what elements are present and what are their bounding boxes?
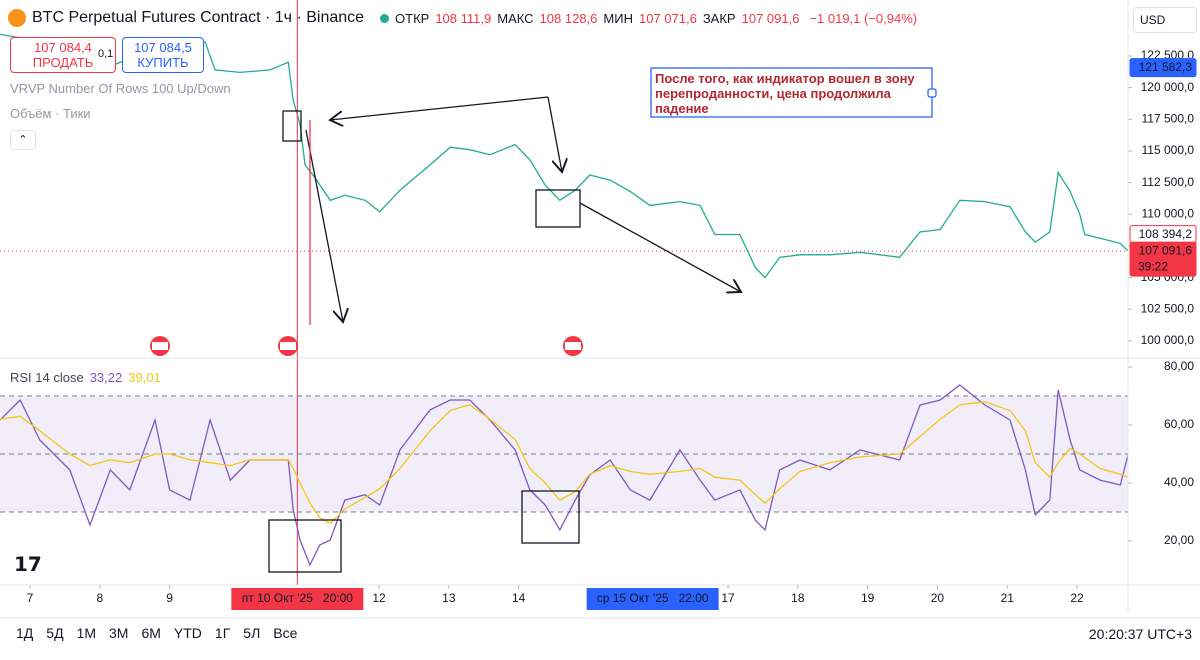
range-button[interactable]: 1Д: [16, 625, 34, 641]
range-button[interactable]: 3М: [109, 625, 129, 641]
price-marker-label: 108 394,2: [1139, 227, 1193, 241]
arrow: [330, 96, 549, 120]
y-tick-label: 120 000,0: [1141, 80, 1195, 94]
y-tick-label: 110 000,0: [1142, 206, 1195, 220]
y-tick-label: 100 000,0: [1141, 333, 1195, 347]
rsi-title: RSI 14 close: [10, 370, 84, 385]
ohlc-value: 107 091,6: [741, 10, 800, 26]
change: −1 019,1 (−0,94%): [809, 10, 918, 26]
flag: [565, 342, 581, 350]
y-tick-label: 20,00: [1164, 533, 1194, 547]
y-tick-label: 60,00: [1164, 417, 1194, 431]
currency-button[interactable]: USD: [1133, 7, 1197, 33]
event-flags: [150, 336, 583, 356]
x-tick-label: 19: [861, 591, 875, 605]
x-tick-label: 9: [166, 591, 173, 605]
range-toolbar: 1Д 5Д 1М 3М 6М YTD 1Г 5Л Все: [16, 625, 310, 643]
indicator-label: VRVP Number Of Rows 100 Up/Down: [10, 81, 231, 96]
status-dot: [380, 13, 390, 23]
x-tick-label: 8: [96, 591, 103, 605]
price-marker-label: 107 091,6: [1139, 243, 1193, 257]
ohlc-label: ОТКР: [395, 10, 430, 26]
symbol: BTC Perpetual Futures Contract · 1ч · Bi…: [32, 9, 365, 26]
x-tick-label: 13: [442, 591, 456, 605]
x-tick-label: 7: [27, 591, 34, 605]
price-marker: [1129, 58, 1197, 78]
buy-price: 107 084,5: [134, 40, 192, 55]
buy-button[interactable]: 107 084,5 КУПИТЬ: [122, 37, 204, 73]
legend-value: 33,22: [89, 370, 123, 385]
box: [521, 490, 580, 544]
ohlc-value: 108 111,9: [435, 10, 492, 26]
countdown: 39:22: [1138, 259, 1168, 273]
logo: 𝟭𝟳: [14, 554, 42, 576]
x-tick-label: 17: [721, 591, 735, 605]
indicator-label: Объём · Тики: [10, 106, 91, 121]
ohlc-value: 107 071,6: [638, 10, 697, 26]
time-highlight-label: ср 15 Окт '25 22:00: [597, 591, 709, 605]
x-tick-label: 12: [372, 591, 386, 605]
y-tick-label: 117 500,0: [1142, 111, 1195, 125]
time-highlight: [586, 588, 719, 610]
coin-icon: [8, 9, 26, 27]
buy-label: КУПИТЬ: [137, 55, 189, 70]
x-tick-label: 14: [512, 591, 526, 605]
flag: [280, 342, 296, 350]
x-tick-label: 22: [1070, 591, 1084, 605]
time-highlight-label: пт 10 Окт '25 20:00: [242, 591, 354, 605]
handle: [927, 88, 937, 98]
range-button[interactable]: 6М: [141, 625, 161, 641]
collapse-button[interactable]: ⌃: [10, 130, 36, 150]
y-tick-label: 80,00: [1164, 359, 1194, 373]
sell-price: 107 084,4: [34, 40, 92, 55]
quantity: 0,1: [98, 48, 114, 60]
x-tick-label: 20: [931, 591, 945, 605]
range-button[interactable]: YTD: [173, 625, 202, 641]
ohlc-label: ЗАКР: [702, 10, 736, 26]
ohlc-label: МАКС: [497, 10, 534, 26]
rsi-legend: RSI 14 close 33,22 39,01: [10, 370, 161, 385]
range-button[interactable]: 1Г: [214, 625, 231, 641]
arrow: [305, 129, 343, 322]
legend-value: 39,01: [128, 370, 161, 385]
note-text: После того, как индикатор вошел в зону п…: [655, 71, 915, 116]
series-line: [0, 33, 1129, 279]
range-button[interactable]: 5Д: [46, 625, 64, 641]
time-highlight: [231, 588, 364, 610]
range-button[interactable]: Все: [273, 625, 298, 641]
box: [535, 189, 581, 228]
y-tick-label: 112 500,0: [1142, 175, 1195, 189]
ohlc-label: МИН: [603, 10, 633, 26]
arrow: [579, 202, 741, 292]
range-button[interactable]: 1М: [76, 625, 97, 641]
box: [282, 110, 302, 142]
price-marker: [1129, 241, 1197, 277]
y-tick-label: 115 000,0: [1142, 143, 1195, 157]
y-tick-label: 102 500,0: [1141, 301, 1195, 315]
y-tick-label: 40,00: [1164, 475, 1194, 489]
price-marker-label: 121 582,3: [1139, 60, 1193, 74]
header: BTC Perpetual Futures Contract · 1ч · Bi…: [8, 9, 917, 27]
sell-label: ПРОДАТЬ: [32, 55, 94, 70]
x-tick-label: 21: [1001, 591, 1015, 605]
flag: [152, 342, 168, 350]
arrow: [547, 96, 562, 172]
drawings: [268, 67, 937, 573]
range-button[interactable]: 5Л: [243, 625, 261, 641]
ohlc-value: 108 128,6: [539, 10, 598, 26]
x-tick-label: 18: [791, 591, 805, 605]
clock: 20:20:37 UTC+3: [1088, 626, 1192, 642]
box: [268, 519, 342, 573]
